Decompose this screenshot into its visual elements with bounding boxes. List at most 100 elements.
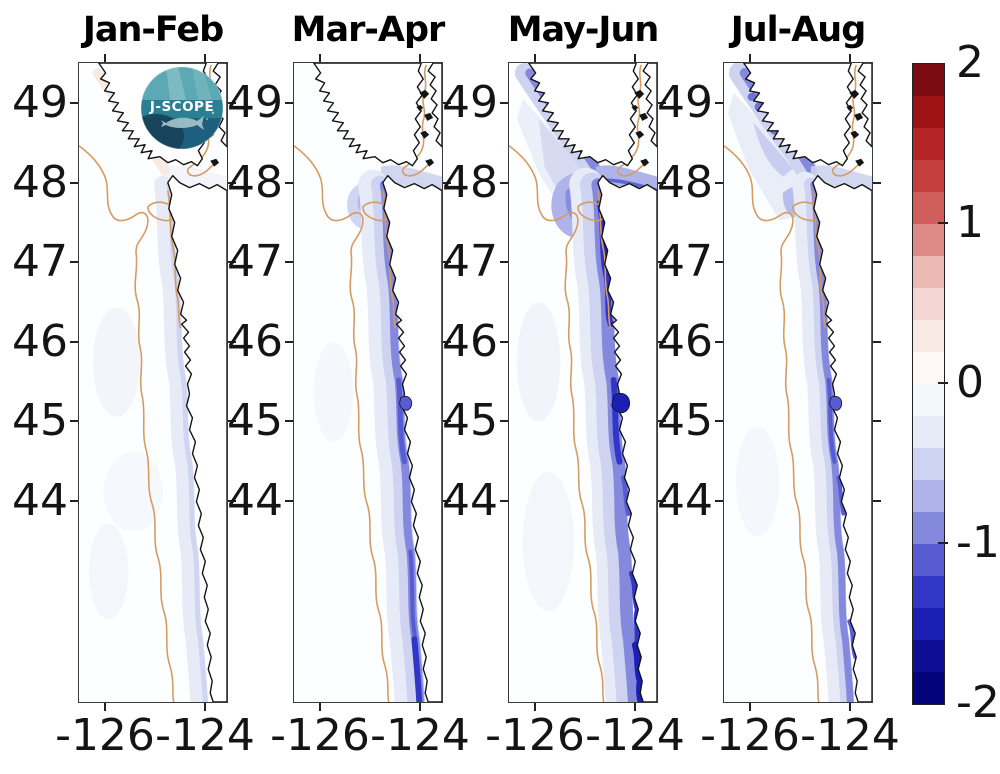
colorbar-segment (913, 544, 944, 576)
coastline-washington-oregon (382, 174, 442, 702)
colorbar-segment (913, 640, 944, 672)
colorbar-segment (913, 256, 944, 288)
xtick-label: -126 (55, 710, 155, 761)
colorbar-segment (913, 64, 944, 96)
ytick-mark-right (228, 261, 236, 263)
xtick-mark-top (419, 54, 421, 62)
ytick-mark-left (500, 261, 508, 263)
sunbeam (166, 67, 186, 100)
map-panel-jan-feb (78, 62, 228, 703)
colorbar-segment (913, 288, 944, 320)
ytick-mark-left (500, 500, 508, 502)
sunbeam (192, 67, 212, 100)
map-panel-jul-aug (723, 62, 873, 703)
ytick-mark-left (285, 102, 293, 104)
map-canvas (79, 63, 227, 702)
ytick-label: 46 (442, 316, 498, 367)
colorbar-segment (913, 160, 944, 192)
ytick-mark-right (443, 182, 451, 184)
anomaly-shading (727, 63, 872, 702)
xtick-mark-top (749, 54, 751, 62)
ytick-label: 45 (227, 395, 283, 446)
coastline-washington-oregon (167, 174, 227, 702)
xtick-mark-bottom (204, 703, 206, 711)
ytick-mark-right (443, 261, 451, 263)
ytick-mark-right (658, 500, 666, 502)
ytick-label: 46 (227, 316, 283, 367)
xtick-mark-top (634, 54, 636, 62)
islets (846, 89, 865, 167)
xtick-label: -124 (800, 710, 900, 761)
ytick-label: 45 (442, 395, 498, 446)
ytick-mark-right (443, 500, 451, 502)
colorbar-segment (913, 352, 944, 384)
xtick-mark-top (204, 54, 206, 62)
panel-title-mar-apr: Mar-Apr (291, 10, 446, 50)
colorbar-segment (913, 480, 944, 512)
ytick-label: 44 (12, 475, 68, 526)
colorbar-tick-label: -2 (956, 677, 1000, 728)
xtick-mark-bottom (749, 703, 751, 711)
colorbar-tick-label: 1 (956, 197, 984, 248)
ytick-mark-right (658, 420, 666, 422)
map-panel-mar-apr (293, 62, 443, 703)
coastlines-land (743, 63, 872, 702)
ytick-mark-left (715, 420, 723, 422)
ytick-mark-right (228, 500, 236, 502)
ytick-mark-left (285, 182, 293, 184)
ytick-mark-right (228, 420, 236, 422)
xtick-label: -124 (585, 710, 685, 761)
ytick-mark-right (443, 341, 451, 343)
ytick-label: 45 (12, 395, 68, 446)
ytick-label: 44 (442, 475, 498, 526)
colorbar-tick-mark (938, 382, 948, 384)
ytick-mark-left (715, 500, 723, 502)
ytick-mark-left (70, 261, 78, 263)
ytick-mark-right (658, 182, 666, 184)
ytick-mark-left (500, 341, 508, 343)
xtick-mark-bottom (319, 703, 321, 711)
ytick-label: 44 (657, 475, 713, 526)
colorbar-tick-mark (938, 542, 948, 544)
ytick-mark-left (715, 182, 723, 184)
ytick-mark-left (715, 261, 723, 263)
xtick-label: -124 (370, 710, 470, 761)
ytick-label: 44 (227, 475, 283, 526)
colorbar-bar (912, 63, 945, 705)
coastline-washington-oregon (812, 174, 872, 702)
ytick-mark-left (500, 420, 508, 422)
coastlines-land (528, 63, 657, 702)
xtick-mark-bottom (534, 703, 536, 711)
xtick-mark-top (319, 54, 321, 62)
colorbar-segment (913, 96, 944, 128)
colorbar-segment (913, 416, 944, 448)
colorbar-tick-label: 0 (956, 357, 984, 408)
map-canvas (509, 63, 657, 702)
ytick-label: 46 (657, 316, 713, 367)
xtick-label: -126 (270, 710, 370, 761)
islets (416, 89, 435, 167)
colorbar-tick-label: -1 (956, 517, 1000, 568)
ytick-mark-right (873, 102, 881, 104)
ytick-label: 48 (227, 157, 283, 208)
ytick-label: 48 (657, 157, 713, 208)
jscope-logo-text: J-SCOPE (149, 99, 214, 115)
ytick-label: 49 (227, 77, 283, 128)
xtick-mark-bottom (849, 703, 851, 711)
ytick-mark-right (873, 341, 881, 343)
anomaly-shading (313, 165, 442, 702)
xtick-mark-top (104, 54, 106, 62)
panel-title-may-jun: May-Jun (507, 10, 660, 50)
ytick-label: 48 (12, 157, 68, 208)
ytick-mark-right (658, 261, 666, 263)
ytick-mark-right (228, 182, 236, 184)
ytick-mark-left (285, 341, 293, 343)
ytick-label: 47 (12, 236, 68, 287)
map-canvas (724, 63, 872, 702)
coastlines-land (313, 63, 442, 702)
jscope-logo: J-SCOPE (140, 66, 224, 150)
ytick-label: 49 (442, 77, 498, 128)
colorbar-segment (913, 192, 944, 224)
ytick-mark-left (715, 341, 723, 343)
xtick-mark-top (849, 54, 851, 62)
